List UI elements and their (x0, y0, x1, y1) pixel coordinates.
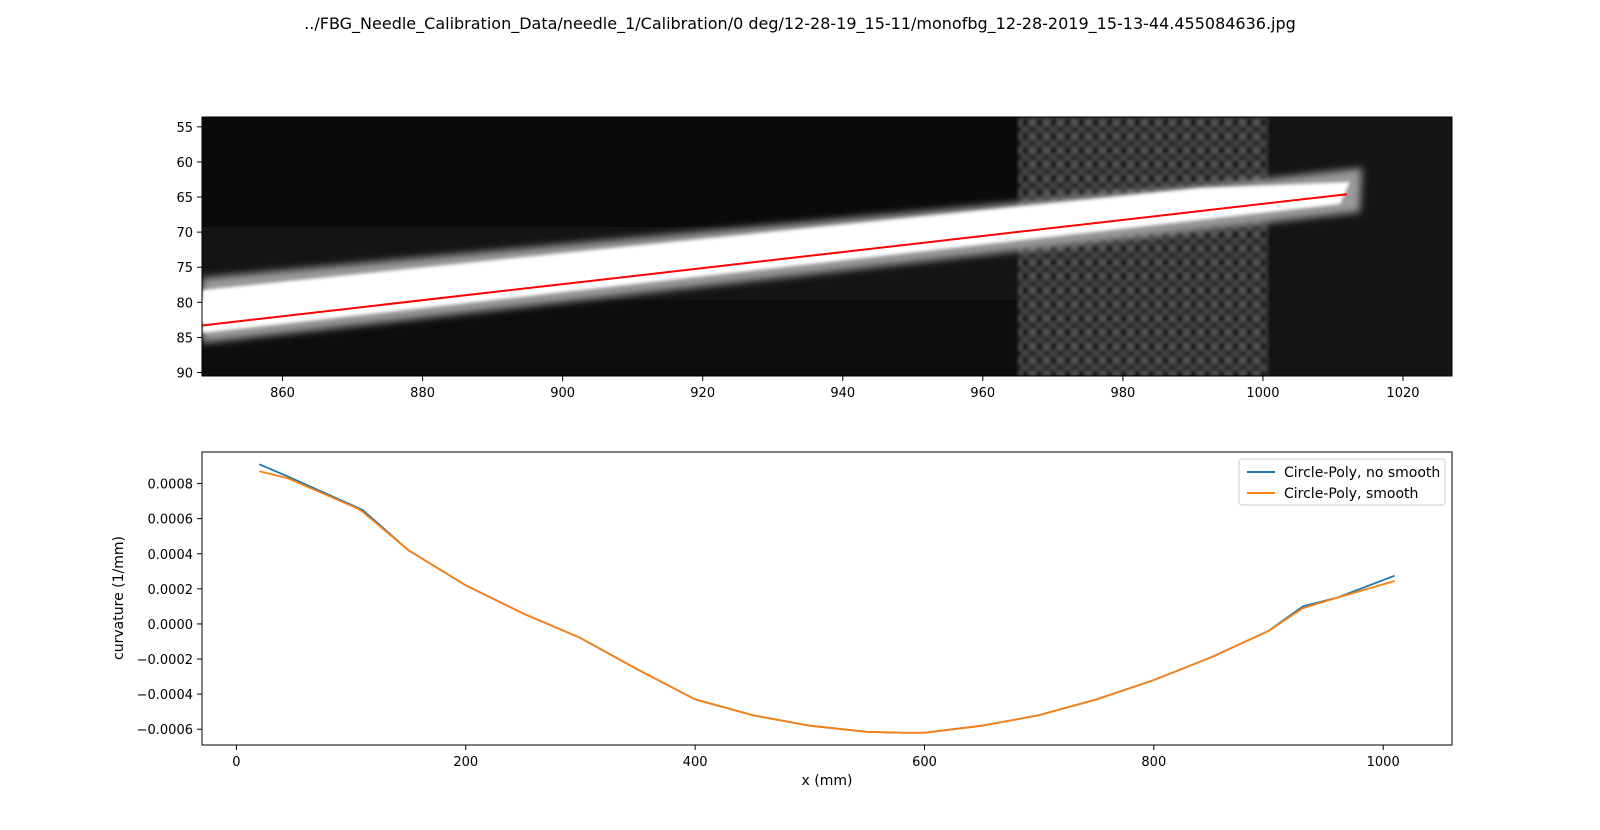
curvature-y-axis: 0.0008 0.0006 0.0004 0.0002 0.0000 −0.0002 −0.… (137, 478, 202, 738)
image-x-tick-label: 920 (690, 386, 715, 401)
curvature-x-tick-label: 400 (683, 755, 708, 770)
image-y-axis: 55 60 65 70 75 80 85 90 (176, 121, 202, 381)
image-x-tick-label: 1020 (1386, 386, 1419, 401)
image-y-tick-label: 65 (176, 191, 193, 206)
legend: Circle-Poly, no smooth Circle-Poly, smoo… (1238, 458, 1446, 506)
image-y-tick-label: 85 (176, 331, 193, 346)
image-y-tick-label: 75 (176, 261, 193, 276)
curvature-x-axis: 0 200 400 600 800 1000 (232, 745, 1400, 770)
curvature-x-tick-label: 1000 (1367, 755, 1400, 770)
curvature-panel: 0 200 400 600 800 1000 0.00080.00060.00040.00… (111, 451, 1453, 789)
figure-title: ../FBG_Needle_Calibration_Data/needle_1/… (304, 14, 1296, 33)
y-axis-label: curvature (1/mm) (111, 536, 127, 660)
image-x-tick-label: 900 (550, 386, 575, 401)
image-x-tick-label: 940 (830, 386, 855, 401)
image-x-tick-label: 880 (410, 386, 435, 401)
curvature-x-tick-label: 200 (453, 755, 478, 770)
image-x-tick-label: 1000 (1246, 386, 1279, 401)
curvature-y-tick-label: 0.0000 (148, 618, 194, 633)
curvature-y-tick-label: 0.0002 (148, 583, 194, 598)
curvature-y-tick-label: −0.0002 (137, 653, 193, 668)
curvature-x-tick-label: 0 (232, 755, 240, 770)
image-y-tick-label: 60 (176, 156, 193, 171)
curvature-y-tick-label: −0.0006 (137, 723, 193, 738)
curvature-y-tick-label: 0.0008 (148, 478, 194, 493)
image-y-tick-label: 90 (176, 366, 193, 381)
image-x-axis: 860 880 900 920 940 960 980 1000 1020 (270, 376, 1420, 401)
curvature-x-tick-label: 800 (1141, 755, 1166, 770)
series-line-smooth (259, 470, 1395, 734)
image-x-tick-label: 960 (970, 386, 995, 401)
needle-image-panel: 860 880 900 920 940 960 980 1000 1020 55 60 65 70 75… (176, 116, 1453, 401)
image-y-tick-label: 80 (176, 296, 193, 311)
image-x-tick-label: 980 (1110, 386, 1135, 401)
curvature-series (258, 463, 1395, 734)
legend-label-no-smooth: Circle-Poly, no smooth (1284, 465, 1440, 481)
fit-line (202, 193, 1348, 327)
x-axis-label: x (mm) (802, 773, 853, 789)
needle-image (202, 117, 1452, 376)
curvature-y-tick-label: −0.0004 (137, 688, 193, 703)
curvature-y-tick-label: 0.0004 (148, 548, 194, 563)
curvature-y-tick-label: 0.0006 (148, 513, 194, 528)
image-x-tick-label: 860 (270, 386, 295, 401)
curvature-x-tick-label: 600 (912, 755, 937, 770)
image-y-tick-label: 55 (176, 121, 193, 136)
legend-label-smooth: Circle-Poly, smooth (1284, 486, 1418, 502)
image-y-tick-label: 70 (176, 226, 193, 241)
